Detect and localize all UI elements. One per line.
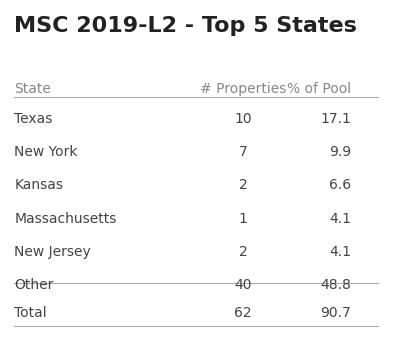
Text: 10: 10 (234, 112, 252, 126)
Text: 62: 62 (234, 306, 252, 320)
Text: 2: 2 (239, 179, 247, 192)
Text: 6.6: 6.6 (329, 179, 352, 192)
Text: 9.9: 9.9 (329, 145, 352, 159)
Text: 4.1: 4.1 (329, 212, 352, 225)
Text: Massachusetts: Massachusetts (14, 212, 117, 225)
Text: % of Pool: % of Pool (287, 82, 352, 96)
Text: 17.1: 17.1 (320, 112, 352, 126)
Text: Other: Other (14, 278, 54, 292)
Text: 4.1: 4.1 (329, 245, 352, 259)
Text: 48.8: 48.8 (320, 278, 352, 292)
Text: Total: Total (14, 306, 47, 320)
Text: 1: 1 (239, 212, 247, 225)
Text: 7: 7 (239, 145, 247, 159)
Text: New York: New York (14, 145, 78, 159)
Text: 90.7: 90.7 (320, 306, 352, 320)
Text: MSC 2019-L2 - Top 5 States: MSC 2019-L2 - Top 5 States (14, 16, 357, 36)
Text: 2: 2 (239, 245, 247, 259)
Text: State: State (14, 82, 51, 96)
Text: Kansas: Kansas (14, 179, 63, 192)
Text: 40: 40 (234, 278, 252, 292)
Text: New Jersey: New Jersey (14, 245, 91, 259)
Text: Texas: Texas (14, 112, 53, 126)
Text: # Properties: # Properties (200, 82, 286, 96)
